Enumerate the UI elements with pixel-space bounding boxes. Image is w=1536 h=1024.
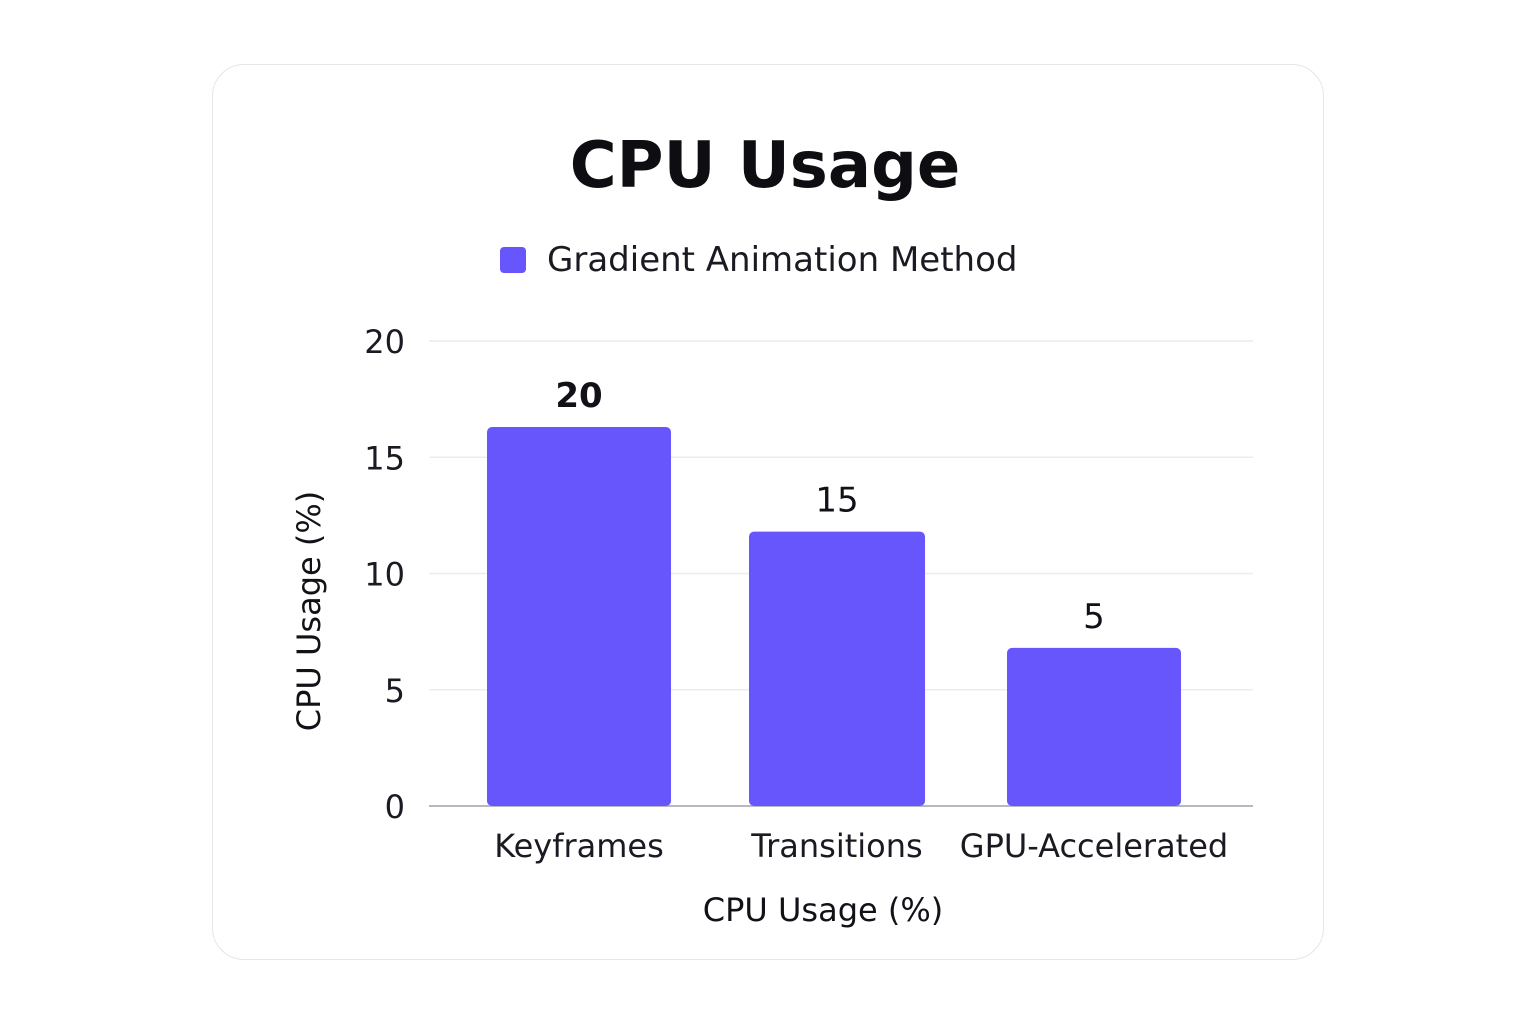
data-label-keyframes: 20	[555, 376, 602, 416]
y-tick-label-10: 10	[364, 556, 405, 594]
x-tick-label-keyframes: Keyframes	[494, 827, 664, 865]
chart-card: CPU Usage Gradient Animation Method 0 5 10…	[212, 64, 1324, 960]
legend-swatch	[500, 247, 526, 273]
x-axis-ticks: Keyframes Transitions GPU-Accelerated	[494, 827, 1228, 865]
chart-title: CPU Usage	[570, 129, 961, 203]
y-tick-label-0: 0	[385, 788, 405, 826]
y-axis-ticks: 0 5 10 15 20	[364, 323, 405, 826]
data-labels: 20 15 5	[555, 376, 1104, 637]
data-label-gpu-accelerated: 5	[1083, 597, 1105, 637]
y-tick-label-5: 5	[385, 672, 405, 710]
y-tick-label-15: 15	[364, 439, 405, 477]
y-tick-label-20: 20	[364, 323, 405, 361]
x-tick-label-gpu-accelerated: GPU-Accelerated	[960, 827, 1228, 865]
x-axis-title: CPU Usage (%)	[703, 891, 943, 929]
bars	[487, 427, 1181, 806]
bar-transitions	[749, 531, 925, 806]
y-axis-title: CPU Usage (%)	[290, 491, 328, 731]
legend-label: Gradient Animation Method	[547, 240, 1017, 280]
bar-keyframes	[487, 427, 671, 806]
data-label-transitions: 15	[815, 481, 858, 521]
legend: Gradient Animation Method	[500, 240, 1017, 280]
x-tick-label-transitions: Transitions	[750, 827, 922, 865]
bar-gpu-accelerated	[1007, 647, 1181, 806]
bar-chart: CPU Usage Gradient Animation Method 0 5 10…	[290, 129, 1253, 929]
